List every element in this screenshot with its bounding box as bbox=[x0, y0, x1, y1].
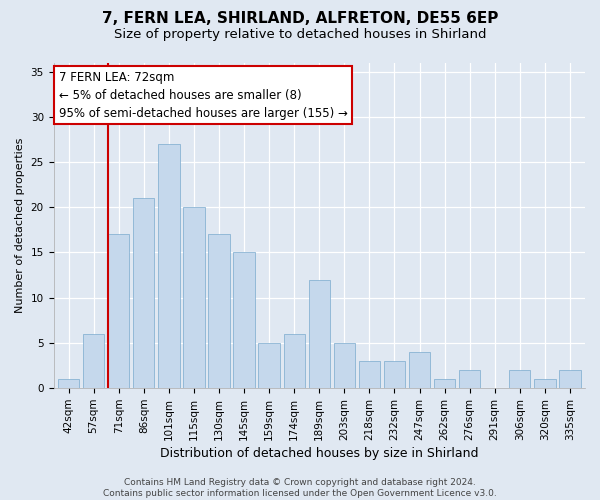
Bar bbox=[133, 198, 154, 388]
Bar bbox=[284, 334, 305, 388]
Bar bbox=[83, 334, 104, 388]
Text: Size of property relative to detached houses in Shirland: Size of property relative to detached ho… bbox=[114, 28, 486, 41]
Bar bbox=[58, 379, 79, 388]
Bar bbox=[359, 361, 380, 388]
Bar bbox=[559, 370, 581, 388]
Bar bbox=[459, 370, 481, 388]
Y-axis label: Number of detached properties: Number of detached properties bbox=[15, 138, 25, 313]
Bar bbox=[308, 280, 330, 388]
Text: 7, FERN LEA, SHIRLAND, ALFRETON, DE55 6EP: 7, FERN LEA, SHIRLAND, ALFRETON, DE55 6E… bbox=[102, 11, 498, 26]
Bar bbox=[509, 370, 530, 388]
Bar bbox=[534, 379, 556, 388]
Bar bbox=[208, 234, 230, 388]
Bar bbox=[233, 252, 255, 388]
Bar bbox=[108, 234, 130, 388]
X-axis label: Distribution of detached houses by size in Shirland: Distribution of detached houses by size … bbox=[160, 447, 479, 460]
Bar bbox=[259, 343, 280, 388]
Bar bbox=[158, 144, 179, 388]
Bar bbox=[409, 352, 430, 388]
Bar bbox=[183, 208, 205, 388]
Bar bbox=[334, 343, 355, 388]
Bar bbox=[384, 361, 405, 388]
Text: Contains HM Land Registry data © Crown copyright and database right 2024.
Contai: Contains HM Land Registry data © Crown c… bbox=[103, 478, 497, 498]
Text: 7 FERN LEA: 72sqm
← 5% of detached houses are smaller (8)
95% of semi-detached h: 7 FERN LEA: 72sqm ← 5% of detached house… bbox=[59, 70, 348, 120]
Bar bbox=[434, 379, 455, 388]
